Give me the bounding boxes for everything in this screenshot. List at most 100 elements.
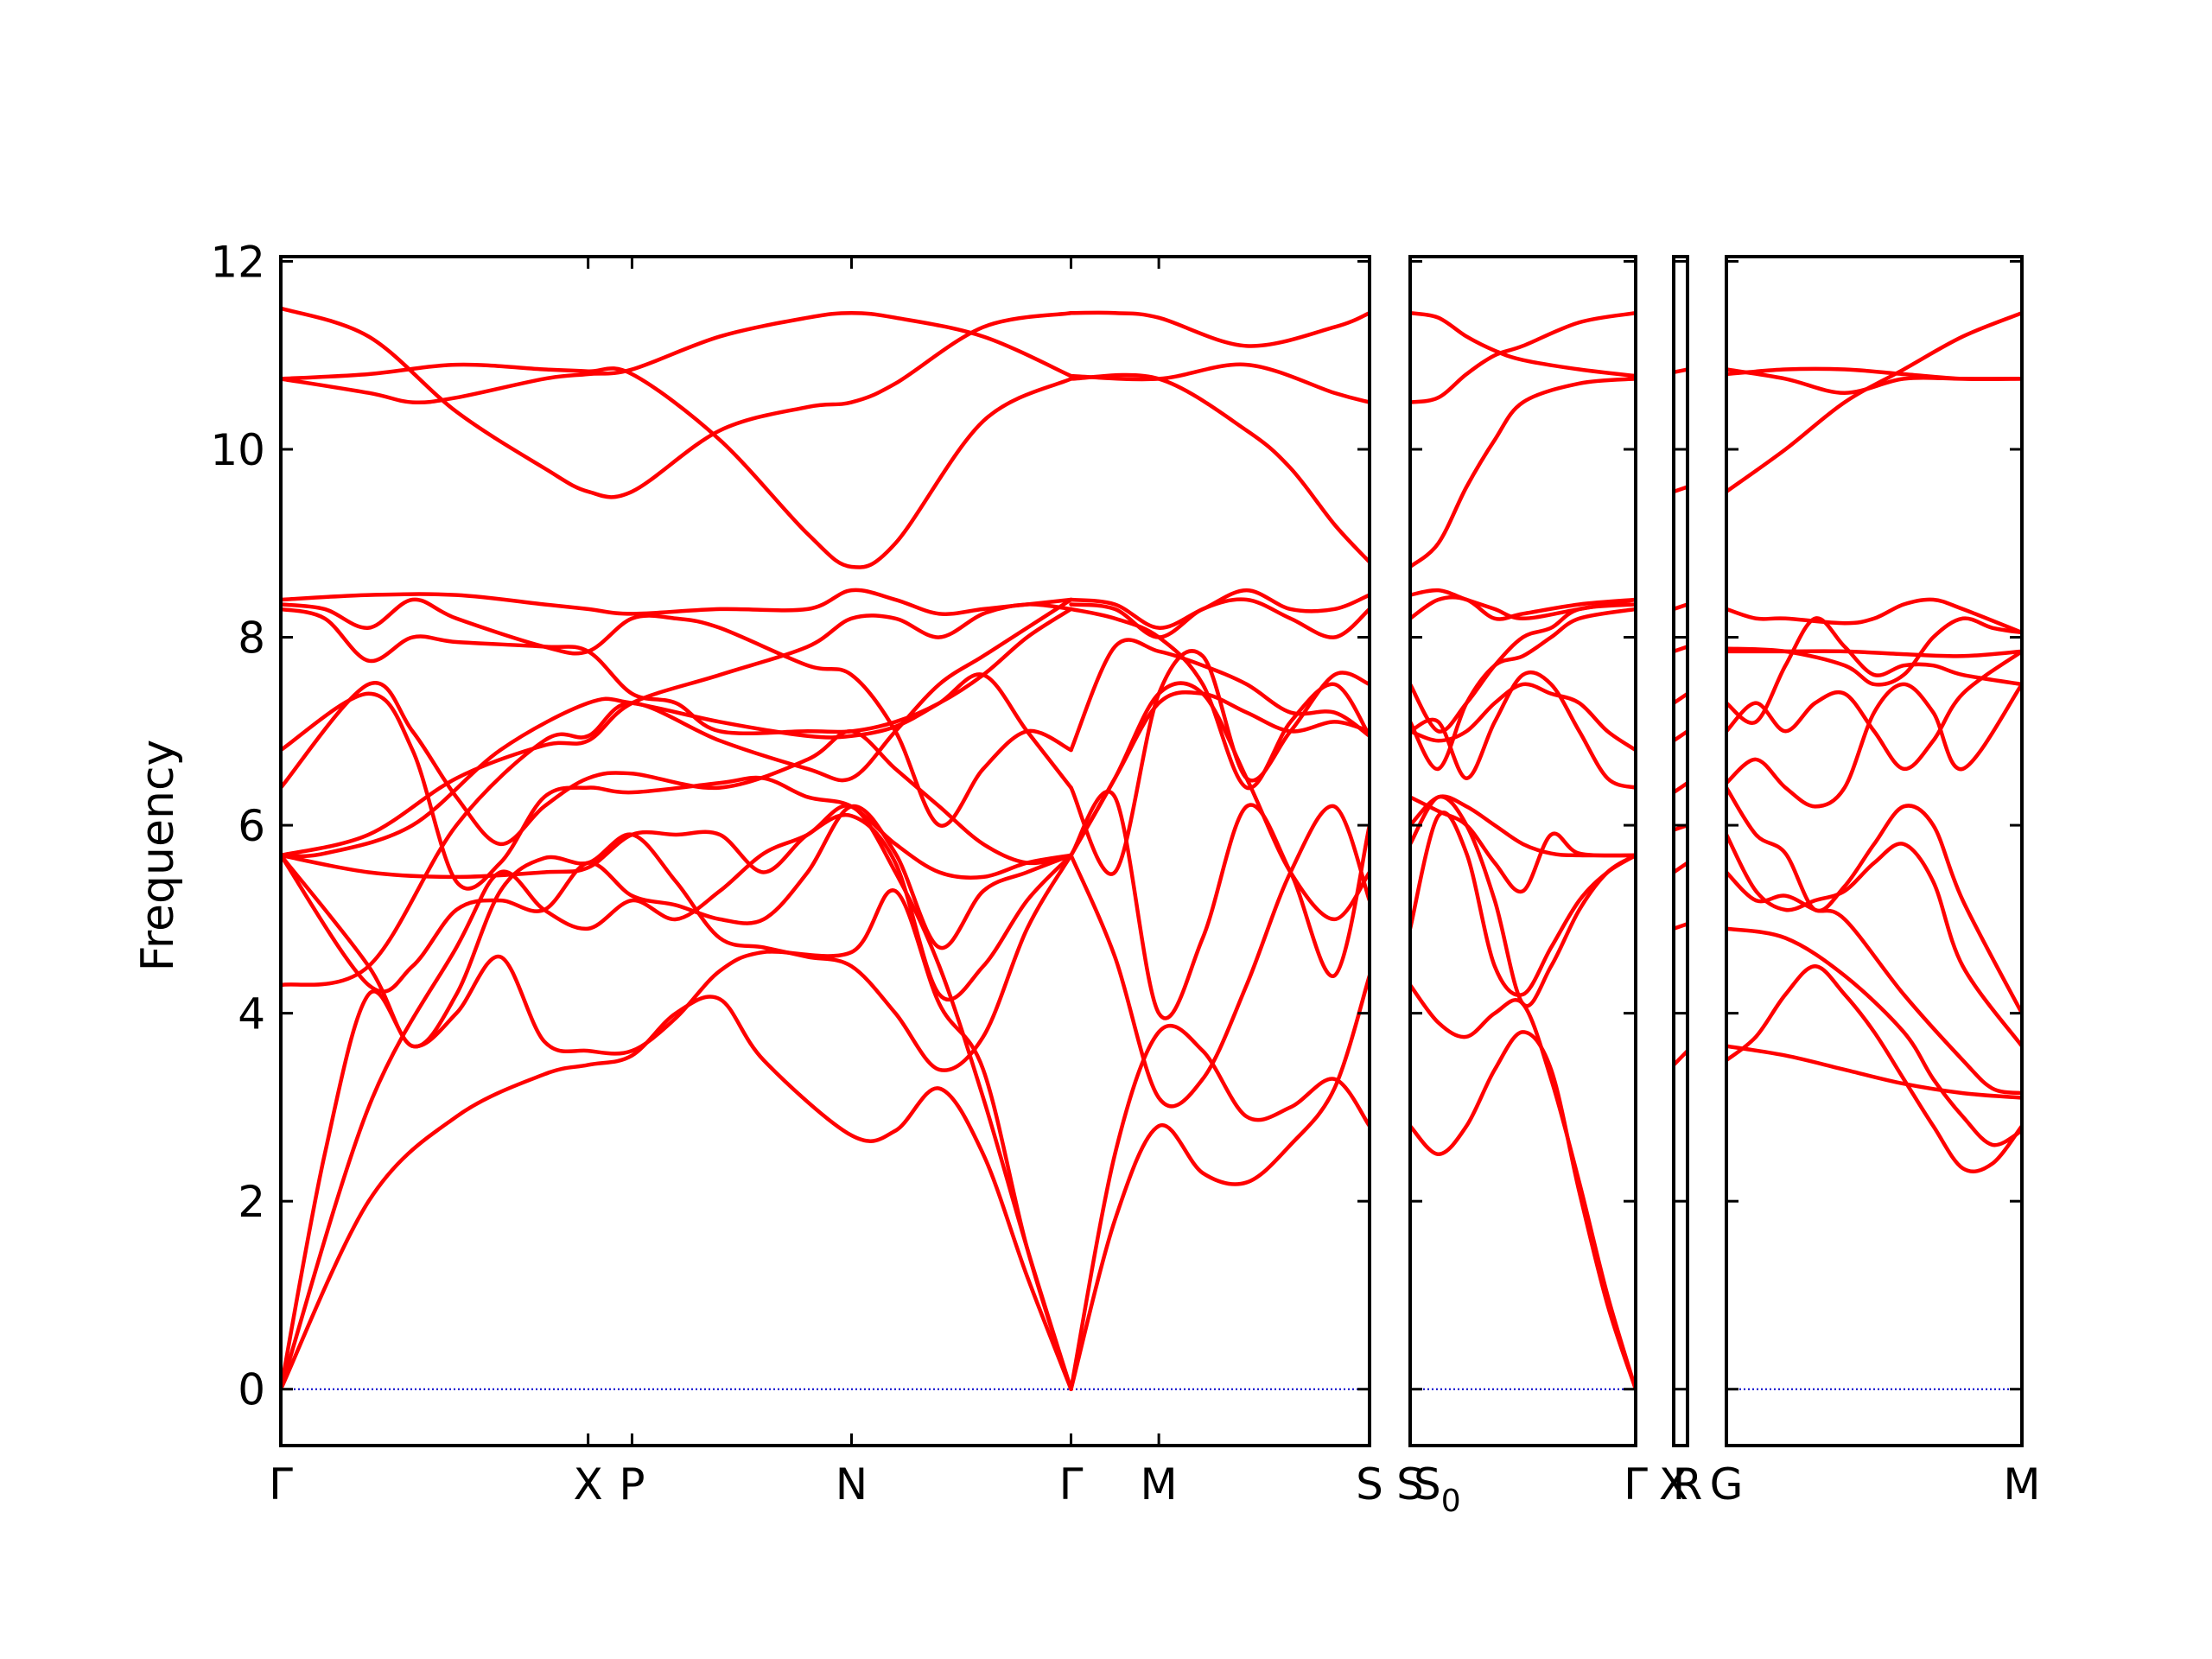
band-line — [1410, 602, 1636, 734]
band-line — [281, 588, 1073, 616]
band-line — [1410, 794, 1636, 858]
band-line — [1410, 588, 1636, 621]
x-tick-label: S — [1356, 1459, 1383, 1510]
band-line — [1410, 311, 1636, 404]
band-line — [1410, 982, 1636, 1391]
x-tick-label-subscripted: S0 — [1414, 1459, 1461, 1519]
band-line — [1410, 1030, 1636, 1391]
band-line — [1726, 616, 2022, 687]
band-line — [281, 607, 1073, 735]
panel-2: S Γ S0 — [1396, 255, 1648, 1519]
band-line — [1674, 691, 1688, 705]
band-line — [1726, 926, 2022, 1147]
x-tick-label: N — [836, 1459, 868, 1510]
y-tick-label: 4 — [238, 989, 265, 1039]
y-tick-label: 10 — [210, 425, 265, 475]
band-line — [281, 691, 1073, 891]
band-line — [1674, 602, 1688, 612]
band-line — [1069, 310, 1370, 348]
band-line — [1069, 588, 1370, 630]
band-line — [281, 672, 1073, 859]
band-line — [1726, 964, 2022, 1173]
y-tick-label: 8 — [238, 613, 265, 664]
y-tick-label: 0 — [238, 1365, 265, 1415]
band-line — [1726, 649, 2022, 658]
band-line — [1726, 597, 2022, 635]
band-line — [1410, 595, 1636, 621]
band-line — [1410, 795, 1636, 894]
band-line — [1674, 861, 1688, 874]
band-line — [281, 804, 1073, 1391]
band-line — [1726, 616, 2022, 725]
band-line — [281, 597, 1073, 828]
band-line — [1069, 362, 1370, 404]
band-line — [1069, 973, 1370, 1391]
x-tick-label: S — [1396, 1459, 1424, 1510]
band-line — [281, 832, 1073, 1072]
band-line — [1674, 729, 1688, 743]
band-line — [1069, 372, 1370, 564]
x-tick-label: Γ — [1059, 1459, 1084, 1510]
band-line — [281, 362, 1073, 569]
x-tick-label: G — [1710, 1459, 1744, 1510]
y-tick-label: 6 — [238, 801, 265, 851]
band-line — [1674, 367, 1688, 375]
band-line — [1410, 794, 1636, 1008]
x-tick-label: M — [2003, 1459, 2040, 1510]
band-line — [1726, 785, 2022, 1015]
band-line — [1726, 870, 2022, 1096]
band-line — [281, 680, 1073, 866]
panel-3: XR — [1659, 255, 1703, 1510]
band-line — [1674, 1048, 1688, 1067]
y-tick-label: 2 — [238, 1177, 265, 1227]
band-line — [1410, 607, 1636, 772]
band-line — [1726, 682, 2022, 809]
x-tick-label: X — [574, 1459, 603, 1510]
panel-frame — [1672, 255, 1689, 1447]
band-line — [1069, 789, 1370, 1020]
band-line — [281, 888, 1073, 1391]
x-tick-label: X — [1659, 1459, 1688, 1510]
band-line — [281, 311, 1073, 405]
band-line — [1410, 682, 1636, 753]
band-line — [1674, 780, 1688, 795]
band-line — [1069, 804, 1370, 1109]
x-tick-label: M — [1141, 1459, 1178, 1510]
band-line — [281, 804, 1073, 994]
band-lines — [281, 306, 1370, 1391]
band-lines — [1674, 367, 1688, 1067]
band-line — [1726, 832, 2022, 1048]
band-line — [1069, 607, 1370, 791]
y-tick-label: 12 — [210, 237, 265, 287]
x-tick-label: R — [1673, 1459, 1703, 1510]
band-line — [1726, 649, 2022, 772]
band-line — [1726, 1044, 2022, 1100]
panel-frame — [1725, 255, 2024, 1447]
x-tick-label: Γ — [269, 1459, 293, 1510]
band-line — [1410, 810, 1636, 997]
band-line — [281, 995, 1073, 1391]
panel-frame — [1408, 255, 1637, 1447]
band-line — [1410, 311, 1636, 378]
band-line — [281, 812, 1073, 1002]
y-axis-label: Frequency — [132, 740, 184, 972]
band-line — [281, 306, 1073, 499]
x-tick-label: P — [619, 1459, 645, 1510]
band-line — [1674, 922, 1688, 931]
band-lines — [1726, 311, 2022, 1173]
band-line — [281, 597, 1073, 988]
band-line — [1726, 366, 2022, 382]
band-line — [1674, 485, 1688, 494]
band-line — [1726, 311, 2022, 494]
panel-1: 0 2 4 6 8 10 12 Γ X P N Γ M S — [210, 237, 1383, 1510]
band-line — [1069, 638, 1370, 753]
band-line — [1674, 645, 1688, 654]
band-line — [1069, 1023, 1370, 1391]
panel-frame — [279, 255, 1371, 1447]
x-tick-label: Γ — [1624, 1459, 1648, 1510]
band-line — [1069, 597, 1370, 639]
band-line — [1410, 377, 1636, 569]
